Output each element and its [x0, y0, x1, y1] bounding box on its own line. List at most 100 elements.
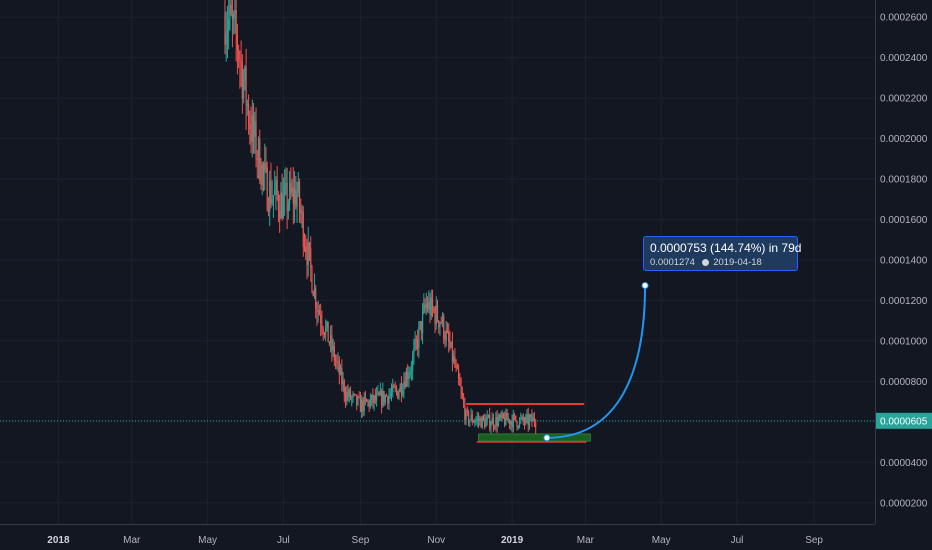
candle-body: [413, 347, 415, 357]
candle-body: [425, 303, 427, 308]
candle-body: [358, 396, 360, 398]
candle-body: [367, 401, 369, 402]
candle-body: [523, 420, 526, 424]
candle-body: [420, 321, 422, 333]
price-tick-label: 0.0001200: [880, 296, 928, 307]
candle-body: [455, 366, 457, 367]
candle-body: [518, 418, 521, 427]
candle-body: [520, 418, 522, 419]
projection-change-text: 0.0000753 (144.74%) in 79d: [650, 241, 802, 255]
candle-body: [254, 121, 256, 138]
candle-body: [366, 399, 368, 402]
candle-body: [522, 416, 524, 421]
candle-body: [245, 66, 247, 106]
candle-body: [276, 180, 278, 196]
candle-body: [445, 330, 447, 341]
candle-body: [351, 397, 353, 399]
candle-body: [454, 356, 456, 367]
candle-body: [234, 10, 236, 15]
candle-body: [456, 366, 458, 370]
candle-body: [349, 389, 352, 399]
candle-body: [479, 418, 481, 422]
candle-body: [499, 414, 501, 419]
candle-body: [288, 182, 291, 204]
candle-body: [482, 416, 485, 420]
candle-body: [405, 371, 408, 387]
time-tick-label: Sep: [805, 535, 823, 546]
candle-body: [379, 390, 381, 396]
candle-body: [525, 416, 527, 424]
candle-body: [397, 391, 399, 399]
candle-body: [247, 103, 250, 124]
candle-body: [266, 166, 268, 210]
candle-body: [364, 396, 367, 400]
candle-body: [404, 381, 406, 387]
price-tick-label: 0.0002400: [880, 53, 928, 64]
candle-body: [393, 385, 395, 388]
candle-body: [495, 416, 497, 427]
candle-body: [262, 164, 265, 172]
candle-body: [384, 395, 386, 403]
candle-body: [415, 339, 417, 340]
candle-body: [388, 395, 390, 404]
candle-body: [291, 187, 293, 193]
candle-body: [459, 379, 461, 386]
support-zone: [478, 433, 591, 442]
candle-body: [486, 416, 488, 420]
candle-body: [440, 322, 442, 324]
candle-body: [417, 339, 419, 349]
projection-target-date: 2019-04-18: [713, 257, 762, 268]
candle-body: [256, 158, 258, 160]
price-tick-label: 0.0000800: [880, 377, 928, 388]
candle-body: [282, 195, 284, 219]
candle-body: [485, 419, 487, 428]
clock-icon: [701, 259, 709, 266]
candle-body: [375, 393, 378, 401]
candle-body: [414, 339, 416, 348]
projection-end-point: [641, 281, 649, 289]
candle-body: [296, 193, 298, 207]
candle-body: [511, 421, 513, 428]
candle-body: [286, 182, 288, 211]
candle-body: [487, 414, 490, 417]
candle-body: [392, 385, 394, 392]
candle-body: [302, 211, 304, 247]
candle-body: [382, 391, 384, 406]
candle-body: [322, 328, 324, 333]
price-tick-label: 0.0000400: [880, 458, 928, 469]
candle-body: [331, 334, 333, 351]
candle-body: [359, 397, 362, 412]
candle-body: [267, 209, 270, 212]
candle-body: [339, 367, 342, 375]
candle-body: [460, 385, 462, 392]
candle-body: [489, 414, 491, 429]
candle-body: [317, 310, 319, 312]
candle-body: [439, 322, 441, 328]
candle-body: [527, 414, 529, 426]
candle-body: [501, 413, 503, 418]
candle-body: [446, 330, 449, 332]
candle-body: [368, 401, 370, 407]
support-resistance-levels: [0, 403, 875, 443]
candle-body: [244, 66, 246, 81]
candle-body: [255, 121, 257, 159]
candle-body: [373, 395, 375, 403]
candle-body: [259, 138, 261, 181]
price-tick-label: 0.0002200: [880, 94, 928, 105]
candle-body: [348, 389, 350, 397]
candle-body: [343, 380, 345, 395]
time-axis[interactable]: 2018 Mar May Jul Sep Nov 2019 Mar May Jul Sep: [0, 524, 875, 550]
candle-body: [475, 419, 477, 422]
candle-body: [342, 380, 344, 385]
projection-start-point: [543, 434, 551, 442]
time-tick-label: Jul: [731, 535, 744, 546]
candle-body: [428, 301, 430, 310]
candle-body: [387, 396, 389, 404]
candle-body: [356, 394, 358, 405]
candle-body: [332, 346, 334, 351]
candle-body: [353, 394, 355, 395]
price-projection: [543, 281, 649, 442]
price-axis[interactable]: 0.0002600 0.0002400 0.0002200 0.0002000 0.00…: [875, 0, 932, 550]
candle-body: [466, 410, 468, 412]
